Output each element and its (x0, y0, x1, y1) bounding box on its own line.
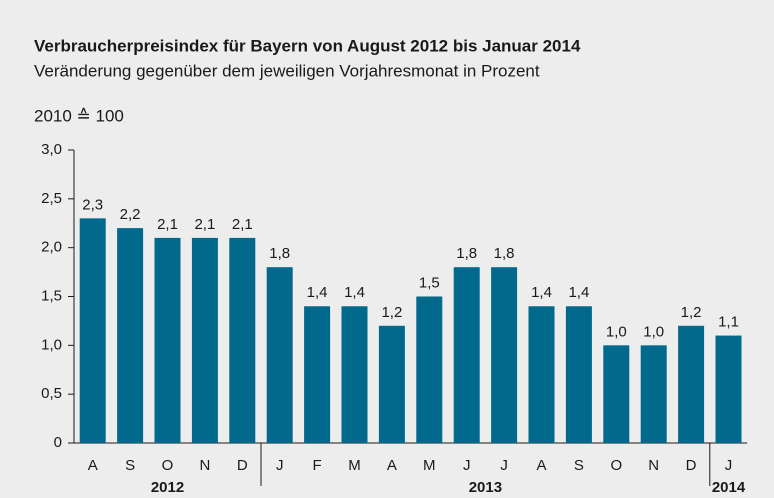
year-label: 2012 (151, 479, 184, 496)
bar (304, 306, 331, 443)
bar (191, 237, 218, 443)
value-label: 1,2 (681, 304, 702, 321)
bar (79, 218, 106, 443)
x-tick-label: M (423, 457, 436, 474)
value-label: 1,8 (456, 245, 477, 262)
y-tick-label: 1,0 (41, 336, 62, 353)
x-tick-label: F (313, 457, 322, 474)
chart-title: Verbraucherpreisindex für Bayern von Aug… (34, 36, 581, 55)
bar (416, 296, 443, 443)
bar (678, 325, 705, 443)
x-tick-label: J (725, 457, 733, 474)
x-tick-label: A (88, 457, 98, 474)
value-label: 2,3 (82, 196, 103, 213)
value-label: 1,5 (419, 274, 440, 291)
x-tick-label: J (500, 457, 508, 474)
x-tick-label: D (686, 457, 697, 474)
bar (266, 267, 293, 443)
y-tick-label: 2,5 (41, 190, 62, 207)
bar (154, 237, 181, 443)
bar (229, 237, 256, 443)
y-tick-label: 3,0 (41, 141, 62, 158)
value-label: 1,4 (307, 284, 328, 301)
bar (378, 325, 405, 443)
value-label: 1,0 (643, 323, 664, 340)
bar (715, 335, 742, 443)
year-label: 2014 (712, 479, 746, 496)
bar (528, 306, 555, 443)
x-tick-label: A (536, 457, 546, 474)
x-tick-label: S (125, 457, 135, 474)
value-label: 1,0 (606, 323, 627, 340)
bar (117, 228, 144, 443)
value-label: 1,4 (344, 284, 365, 301)
bar (453, 267, 480, 443)
x-tick-label: J (276, 457, 284, 474)
note: 2010 ≙ 100 (34, 106, 124, 125)
bar (603, 345, 630, 443)
x-tick-label: O (162, 457, 174, 474)
value-label: 2,1 (194, 216, 215, 233)
value-label: 2,2 (120, 206, 141, 223)
bar (341, 306, 368, 443)
bar (491, 267, 518, 443)
x-tick-label: A (387, 457, 397, 474)
x-tick-label: N (199, 457, 210, 474)
y-tick-label: 2,0 (41, 239, 62, 256)
x-tick-label: N (648, 457, 659, 474)
bar (640, 345, 667, 443)
y-tick-label: 0 (54, 434, 62, 451)
bar (565, 306, 592, 443)
year-label: 2013 (469, 479, 502, 496)
value-label: 1,8 (269, 245, 290, 262)
value-label: 1,1 (718, 314, 739, 331)
chart-subtitle: Veränderung gegenüber dem jeweiligen Vor… (34, 61, 540, 80)
value-label: 1,4 (531, 284, 552, 301)
x-tick-label: D (237, 457, 248, 474)
x-tick-label: M (348, 457, 361, 474)
y-tick-label: 1,5 (41, 287, 62, 304)
value-label: 1,4 (568, 284, 589, 301)
x-tick-label: O (610, 457, 622, 474)
value-label: 2,1 (232, 216, 253, 233)
value-label: 1,2 (381, 304, 402, 321)
x-tick-label: S (574, 457, 584, 474)
value-label: 1,8 (494, 245, 515, 262)
x-tick-label: J (463, 457, 471, 474)
value-label: 2,1 (157, 216, 178, 233)
y-tick-label: 0,5 (41, 385, 62, 402)
